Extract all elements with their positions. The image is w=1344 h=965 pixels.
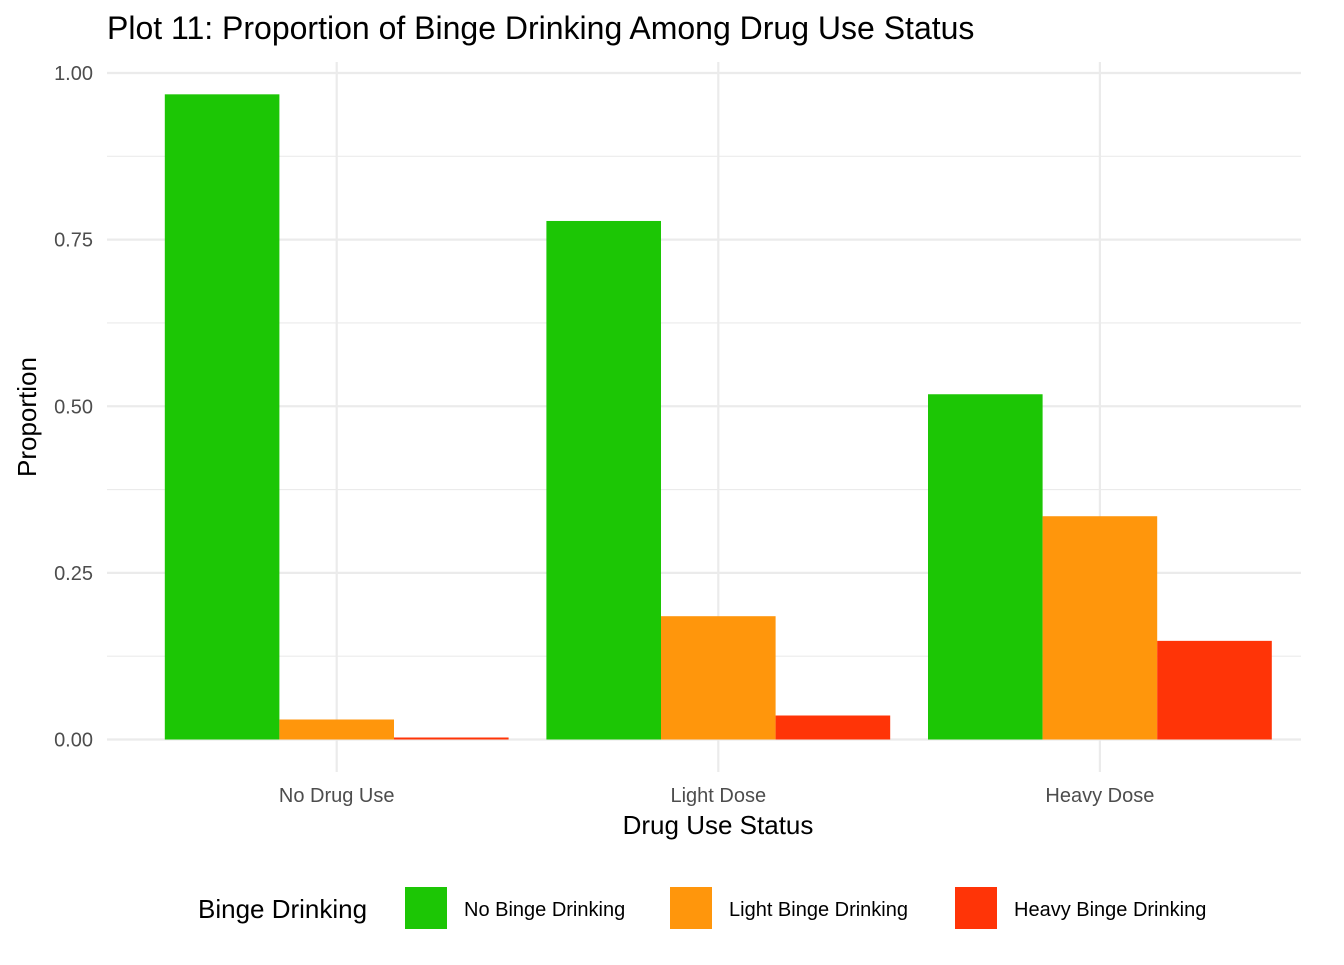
bar (661, 616, 776, 740)
x-tick-label: Heavy Dose (1045, 785, 1154, 807)
legend-label: No Binge Drinking (464, 899, 625, 921)
y-tick-label: 0.75 (54, 230, 93, 252)
y-tick-label: 0.00 (54, 730, 93, 752)
bar (928, 394, 1043, 740)
y-tick-label: 1.00 (54, 63, 93, 85)
x-tick-label: Light Dose (670, 785, 766, 807)
chart-title: Plot 11: Proportion of Binge Drinking Am… (107, 10, 974, 46)
legend-title: Binge Drinking (198, 894, 367, 924)
bar (546, 220, 661, 740)
bar (394, 737, 509, 740)
bar (775, 715, 891, 740)
legend-key (670, 887, 712, 929)
legend-label: Light Binge Drinking (729, 899, 908, 921)
legend-key (955, 887, 997, 929)
bar (1157, 640, 1272, 740)
y-axis-title: Proportion (12, 357, 42, 477)
bar (1042, 516, 1158, 740)
bar (164, 94, 280, 740)
legend: Binge Drinking No Binge Drinking Light Bi… (198, 887, 1206, 929)
bars (164, 94, 1272, 740)
legend-key (405, 887, 447, 929)
x-axis-title: Drug Use Status (623, 810, 814, 840)
x-tick-label: No Drug Use (279, 785, 395, 807)
y-tick-label: 0.50 (54, 396, 93, 418)
y-tick-label: 0.25 (54, 563, 93, 585)
x-axis-ticks: No Drug Use Light Dose Heavy Dose (279, 785, 1154, 807)
y-axis-ticks: 0.00 0.25 0.50 0.75 1.00 (54, 63, 93, 752)
bar (279, 719, 394, 740)
legend-label: Heavy Binge Drinking (1014, 899, 1206, 921)
